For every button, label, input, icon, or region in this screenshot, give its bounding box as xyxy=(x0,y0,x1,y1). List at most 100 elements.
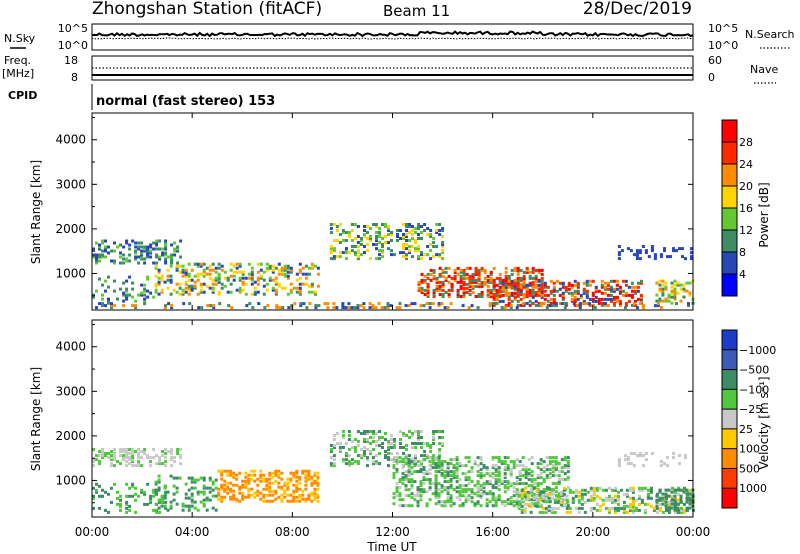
echo-cell xyxy=(395,486,399,490)
echo-cell xyxy=(546,285,550,289)
echo-cell xyxy=(584,302,588,306)
echo-cell xyxy=(459,276,463,280)
echo-cell xyxy=(549,301,553,305)
echo-cell xyxy=(630,303,634,307)
echo-cell xyxy=(157,292,161,296)
echo-cell xyxy=(110,454,113,458)
echo-cell xyxy=(375,235,378,238)
echo-cell xyxy=(422,490,426,494)
echo-cell xyxy=(438,288,442,292)
echo-cell xyxy=(462,274,466,278)
echo-cell xyxy=(223,495,227,499)
echo-cell xyxy=(602,302,606,306)
echo-cell xyxy=(199,272,203,276)
echo-cell xyxy=(438,253,442,257)
echo-cell xyxy=(253,290,257,294)
echo-cell xyxy=(479,476,483,480)
echo-cell xyxy=(658,279,662,283)
echo-cell xyxy=(522,295,526,299)
echo-cell xyxy=(635,257,639,261)
echo-cell xyxy=(477,270,481,274)
echo-cell xyxy=(452,470,456,474)
echo-cell xyxy=(405,257,408,261)
echo-cell xyxy=(101,488,104,492)
echo-cell xyxy=(262,499,266,503)
echo-cell xyxy=(510,293,514,297)
echo-cell xyxy=(384,432,387,435)
echo-cell xyxy=(143,299,147,303)
echo-cell xyxy=(516,293,520,297)
echo-cell xyxy=(579,293,583,297)
echo-cell xyxy=(515,476,519,480)
echo-cell xyxy=(137,454,141,458)
echo-cell xyxy=(193,286,197,290)
echo-cell xyxy=(609,297,613,301)
colorbar-segment xyxy=(722,274,737,296)
echo-cell xyxy=(393,456,396,460)
echo-cell xyxy=(375,239,378,242)
echo-cell xyxy=(405,239,408,242)
echo-cell xyxy=(329,245,333,248)
echo-cell xyxy=(566,462,570,466)
echo-cell xyxy=(673,297,677,301)
echo-cell xyxy=(372,448,375,451)
echo-cell xyxy=(104,508,107,512)
echo-cell xyxy=(585,291,589,295)
echo-cell xyxy=(299,304,303,308)
echo-cell xyxy=(176,450,180,453)
echo-cell xyxy=(143,247,147,251)
echo-cell xyxy=(664,299,668,303)
echo-cell xyxy=(101,448,104,451)
echo-cell xyxy=(307,475,311,479)
echo-cell xyxy=(540,282,544,286)
echo-cell xyxy=(438,442,442,445)
echo-cell xyxy=(232,497,236,501)
echo-cell xyxy=(520,510,524,514)
echo-cell xyxy=(122,293,126,297)
echo-cell xyxy=(419,470,423,474)
echo-cell xyxy=(534,285,538,289)
echo-cell xyxy=(473,484,477,488)
echo-cell xyxy=(146,255,150,259)
echo-cell xyxy=(682,490,686,494)
echo-cell xyxy=(205,508,209,512)
echo-cell xyxy=(539,460,543,464)
echo-cell xyxy=(438,430,442,433)
echo-cell xyxy=(289,479,293,483)
echo-cell xyxy=(516,291,520,294)
echo-cell xyxy=(435,245,439,248)
echo-cell xyxy=(359,304,363,308)
echo-cell xyxy=(674,510,677,514)
echo-cell xyxy=(429,278,433,282)
echo-cell xyxy=(570,293,574,297)
echo-cell xyxy=(155,241,159,245)
echo-cell xyxy=(435,280,439,284)
echo-cell xyxy=(456,295,460,298)
echo-cell xyxy=(631,488,635,492)
echo-cell xyxy=(128,259,132,263)
echo-cell xyxy=(350,446,354,449)
echo-cell xyxy=(173,247,177,251)
echo-cell xyxy=(541,490,545,494)
echo-cell xyxy=(283,489,287,493)
echo-cell xyxy=(462,282,466,286)
echo-cell xyxy=(211,488,215,492)
echo-cell xyxy=(536,474,540,478)
x-tick-label: 00:00 xyxy=(676,525,711,539)
echo-cell xyxy=(250,292,254,296)
echo-cell xyxy=(149,500,153,504)
echo-cell xyxy=(229,282,233,286)
echo-cell xyxy=(332,434,336,437)
echo-cell xyxy=(125,502,129,506)
echo-cell xyxy=(158,456,162,460)
echo-cell xyxy=(310,284,314,288)
echo-cell xyxy=(366,237,369,240)
echo-cell xyxy=(372,440,375,443)
echo-cell xyxy=(585,295,589,299)
echo-cell xyxy=(515,498,519,502)
echo-cell xyxy=(588,279,592,283)
echo-cell xyxy=(479,456,483,460)
echo-cell xyxy=(137,247,141,251)
echo-cell xyxy=(170,259,174,263)
echo-cell xyxy=(375,237,378,240)
